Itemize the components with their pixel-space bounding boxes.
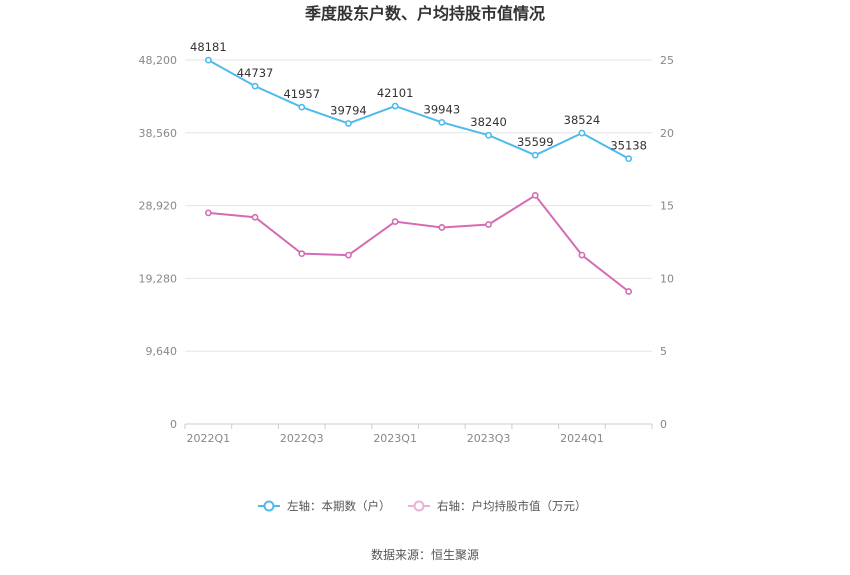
legend-marker-2: [413, 500, 425, 512]
data-label: 39943: [424, 102, 461, 116]
chart-title: 季度股东户数、户均持股市值情况: [304, 4, 545, 23]
data-label: 35138: [610, 139, 647, 153]
data-label: 35599: [517, 135, 554, 149]
series-point-1: [204, 56, 212, 64]
left-tick-label: 38,560: [139, 127, 178, 140]
data-label: 38524: [564, 113, 601, 127]
data-label: 38240: [470, 115, 507, 129]
x-axis: 2022Q1 2022Q3 2023Q1 2023Q3 2024Q1: [184, 424, 653, 445]
left-tick-label: 19,280: [139, 272, 178, 285]
x-tick-label: 2022Q3: [280, 432, 324, 445]
series-point-2: [531, 192, 539, 199]
left-tick-label: 48,200: [139, 54, 178, 67]
grid: [185, 59, 652, 425]
data-label: 48181: [190, 40, 227, 54]
series-point-1: [345, 120, 352, 127]
series-point-1: [531, 151, 539, 159]
series-point-2: [438, 224, 446, 231]
right-tick-label: 10: [660, 272, 674, 285]
left-tick-label: 9,640: [146, 345, 178, 358]
series-point-2: [391, 218, 399, 226]
right-tick-label: 0: [660, 418, 667, 431]
series-point-1: [391, 102, 399, 110]
series-point-2: [251, 213, 259, 221]
right-axis: 0 5 10 15 20 25: [660, 54, 674, 431]
x-tick-label: 2023Q3: [467, 432, 511, 445]
series-point-1: [298, 103, 306, 111]
x-tick-label: 2023Q1: [373, 432, 417, 445]
series-point-1: [251, 82, 259, 90]
left-tick-label: 28,920: [139, 200, 178, 213]
series-point-2: [345, 251, 352, 259]
legend-label-1: 左轴：本期数（户）: [287, 499, 391, 513]
left-tick-label: 0: [170, 418, 177, 431]
x-tick-label: 2024Q1: [560, 432, 604, 445]
data-source: 数据来源：恒生聚源: [371, 547, 479, 562]
series-point-2: [204, 209, 212, 217]
right-tick-label: 15: [660, 200, 674, 213]
right-tick-label: 5: [660, 345, 667, 358]
series-point-2: [625, 288, 633, 295]
data-label: 44737: [237, 66, 274, 80]
right-tick-label: 20: [660, 127, 674, 140]
data-label: 39794: [330, 103, 367, 117]
left-axis: 0 9,640 19,280 28,920 38,560 48,200: [139, 54, 178, 431]
data-label: 41957: [283, 87, 320, 101]
series-point-2: [485, 221, 492, 228]
series-point-1: [625, 155, 633, 163]
series-line-1: [207, 59, 630, 160]
legend: 左轴：本期数（户） 右轴：户均持股市值（万元）: [258, 499, 587, 513]
series-point-1: [485, 131, 492, 139]
series-point-2: [578, 251, 586, 259]
legend-label-2: 右轴：户均持股市值（万元）: [437, 499, 587, 513]
series-point-2: [298, 250, 306, 258]
data-label: 42101: [377, 86, 414, 100]
legend-marker-1: [263, 500, 275, 512]
right-tick-label: 25: [660, 54, 674, 67]
series-layer: 48181 44737 41957 39794 42101 39943 38240 35599…: [190, 40, 647, 295]
series-line-2: [208, 194, 630, 293]
series-point-1: [578, 129, 586, 137]
x-tick-label: 2022Q1: [187, 432, 231, 445]
series-point-1: [438, 118, 446, 126]
